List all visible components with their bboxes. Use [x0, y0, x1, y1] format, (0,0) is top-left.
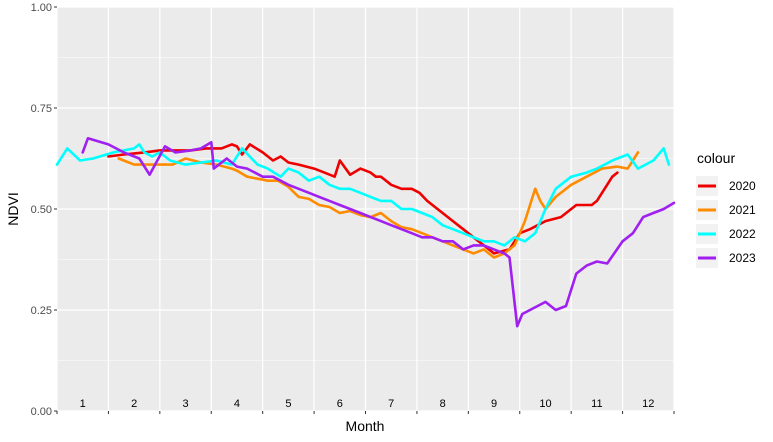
y-tick-label: 0.00 [31, 406, 52, 418]
legend-label-2021: 2021 [729, 203, 756, 217]
month-label: 7 [388, 398, 394, 410]
legend-label-2023: 2023 [729, 251, 756, 265]
x-axis-title: Month [346, 418, 385, 434]
legend-label-2022: 2022 [729, 227, 756, 241]
month-label: 12 [642, 398, 654, 410]
y-tick-label: 0.25 [31, 305, 52, 317]
month-label: 9 [491, 398, 497, 410]
y-tick-label: 1.00 [31, 2, 52, 14]
y-axis: 0.00 0.25 0.50 0.75 1.00 [31, 2, 57, 418]
series-line-2023 [81, 137, 676, 328]
series-line-2020 [107, 143, 619, 255]
legend-label-2020: 2020 [729, 179, 756, 193]
y-tick-label: 0.75 [31, 103, 52, 115]
month-label: 6 [337, 398, 343, 410]
month-label: 1 [80, 398, 86, 410]
series-line-2021 [117, 151, 640, 259]
legend: colour 2020 2021 2022 2023 [696, 150, 756, 268]
y-axis-title: NDVI [5, 192, 21, 225]
month-label: 2 [131, 398, 137, 410]
month-label: 11 [591, 398, 602, 410]
month-label: 4 [234, 398, 240, 410]
y-tick-label: 0.50 [31, 204, 52, 216]
month-label: 3 [182, 398, 188, 410]
x-axis: 1 2 3 4 5 6 7 8 9 10 11 12 [56, 398, 675, 414]
month-label: 10 [539, 398, 551, 410]
month-label: 8 [440, 398, 446, 410]
legend-title: colour [697, 150, 735, 166]
series-line-2022 [55, 143, 671, 247]
series-layer [55, 137, 676, 328]
month-label: 5 [285, 398, 291, 410]
